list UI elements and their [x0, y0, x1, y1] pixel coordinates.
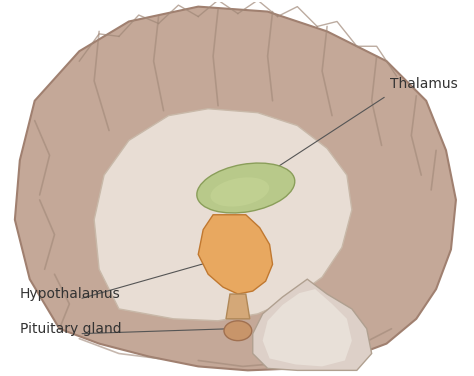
Ellipse shape — [197, 163, 295, 213]
Text: Hypothalamus: Hypothalamus — [20, 287, 120, 301]
Text: Pituitary gland: Pituitary gland — [20, 322, 121, 336]
PathPatch shape — [253, 279, 372, 370]
PathPatch shape — [198, 215, 273, 294]
Text: Thalamus: Thalamus — [390, 77, 457, 91]
PathPatch shape — [94, 109, 352, 321]
Ellipse shape — [210, 177, 269, 206]
PathPatch shape — [15, 7, 456, 370]
PathPatch shape — [263, 289, 352, 366]
Polygon shape — [226, 294, 250, 319]
Ellipse shape — [224, 321, 252, 341]
